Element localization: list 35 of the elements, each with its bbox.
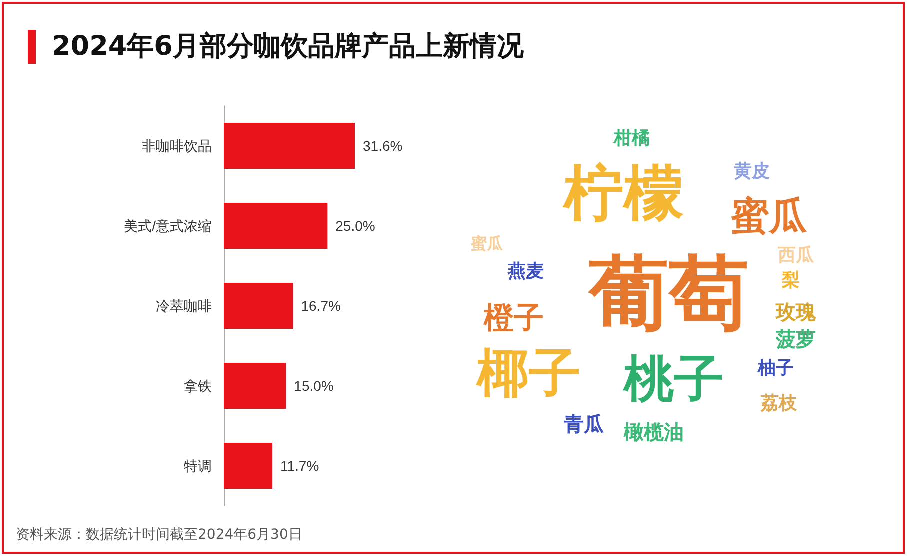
data-label: 31.6% xyxy=(363,138,403,154)
text: 燕麦 xyxy=(508,261,544,282)
text: 青瓜 xyxy=(564,412,604,436)
bar xyxy=(224,123,355,169)
y-tick-label: 特调 xyxy=(184,458,212,474)
text: 柚子 xyxy=(758,358,794,379)
y-tick-label: 非咖啡饮品 xyxy=(142,138,212,154)
text: 资料来源：数据统计时间截至2024年6月30日 xyxy=(16,526,302,544)
bar xyxy=(224,203,328,249)
text: 黄皮 xyxy=(734,161,770,182)
y-tick-label: 美式/意式浓缩 xyxy=(124,218,212,234)
data-label: 25.0% xyxy=(336,218,376,234)
y-tick-label: 冷萃咖啡 xyxy=(156,298,212,314)
data-label: 11.7% xyxy=(280,458,320,474)
text: 橙子 xyxy=(484,301,544,336)
text: 椰子 xyxy=(477,344,581,404)
text: 橄榄油 xyxy=(624,420,684,444)
text: 柑橘 xyxy=(614,128,650,149)
text: 柠檬 xyxy=(564,159,684,229)
text: 玫瑰 xyxy=(776,300,816,324)
bar xyxy=(224,363,286,409)
bar xyxy=(224,443,273,489)
text: 蜜瓜 xyxy=(471,234,503,253)
chart-title: 2024年6月部分咖饮品牌产品上新情况 xyxy=(52,30,524,64)
text: 桃子 xyxy=(624,350,724,408)
text: 荔枝 xyxy=(761,393,797,414)
y-tick-label: 拿铁 xyxy=(184,378,212,394)
text: 西瓜 xyxy=(778,245,814,266)
text: 蜜瓜 xyxy=(731,194,807,238)
data-label: 16.7% xyxy=(301,298,341,314)
text: 葡萄 xyxy=(589,247,749,340)
bar xyxy=(224,283,294,329)
text: 梨 xyxy=(782,270,800,291)
text: 菠萝 xyxy=(776,327,816,351)
data-label: 15.0% xyxy=(294,378,334,394)
